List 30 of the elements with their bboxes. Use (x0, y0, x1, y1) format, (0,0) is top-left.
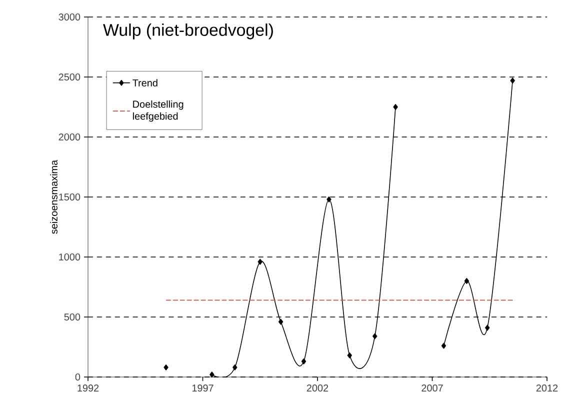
y-tick-label: 1500 (59, 193, 80, 201)
point (347, 352, 352, 358)
point (326, 196, 332, 202)
point (232, 364, 238, 370)
x-tick-label: 1997 (192, 384, 214, 392)
point (441, 342, 446, 349)
x-tick-label: 1992 (78, 384, 99, 392)
point (372, 333, 378, 340)
y-tick-label: 500 (64, 313, 80, 321)
y-tick-label: 2000 (58, 133, 80, 141)
y-tick-label: 0 (75, 373, 80, 381)
x-tick-label: 2002 (306, 384, 328, 392)
x-tick-label: 2012 (536, 384, 558, 392)
x-tick-label: 2007 (422, 384, 443, 392)
y-axis-title: seizoensmaxima (50, 160, 58, 234)
legend-label: Trend (132, 79, 158, 86)
legend-label: Doelstelling leefgebied (133, 100, 184, 122)
chart-title: Wulp (niet-broedvogel) (103, 24, 273, 40)
point (464, 278, 470, 284)
point (210, 372, 214, 378)
point (278, 318, 284, 325)
point (258, 258, 262, 265)
point (484, 324, 490, 331)
point (301, 358, 306, 364)
point (393, 104, 398, 110)
y-tick-label: 2500 (58, 73, 80, 81)
y-tick-label: 3000 (58, 13, 80, 21)
point (510, 78, 515, 84)
point (164, 364, 168, 370)
y-tick-label: 1000 (59, 253, 80, 261)
